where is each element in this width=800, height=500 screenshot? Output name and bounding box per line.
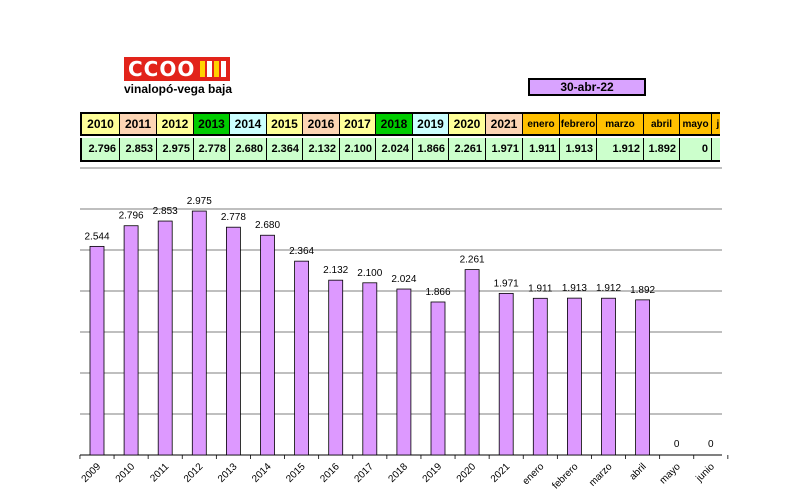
bar-2016 (328, 279, 344, 456)
x-tick-label: 2016 (318, 461, 342, 485)
x-tick-label: 2017 (352, 461, 376, 485)
table-header-cell: febrero (560, 114, 597, 134)
data-label: 1.911 (528, 283, 553, 294)
bar-2011 (157, 220, 173, 456)
table-value-cell: 2.778 (194, 138, 230, 160)
bar-2017 (362, 282, 378, 456)
table-header-cell: 2011 (120, 114, 157, 134)
table-value-cell: 1.911 (523, 138, 560, 160)
data-label: 2.132 (323, 265, 348, 276)
bar-2019 (430, 301, 446, 456)
summary-table: 2010 2011 2012 2013 2014 2015 2016 2017 2018 2019… (80, 110, 720, 164)
data-label: 2.778 (221, 212, 246, 223)
table-header-cell: 2017 (340, 114, 376, 134)
data-label: 2.975 (187, 196, 212, 207)
x-tick-label: 2015 (284, 461, 308, 485)
table-value-cell: 1.913 (560, 138, 597, 160)
table-header-cell: 2010 (80, 114, 120, 134)
bar-2012 (191, 210, 207, 456)
x-tick-label: junio (693, 461, 717, 485)
table-header-cell: enero (523, 114, 560, 134)
table-value-cell: 2.796 (80, 138, 120, 160)
data-label: 1.971 (494, 278, 519, 289)
table-value-cell: 2.364 (267, 138, 303, 160)
data-label: 2.853 (153, 206, 178, 217)
data-label: 2.261 (460, 255, 485, 266)
table-header-cell: 2015 (267, 114, 303, 134)
table-value-cell: 2.853 (120, 138, 157, 160)
ccoo-logo: CCOO (124, 57, 230, 81)
x-tick-label: febrero (550, 461, 580, 491)
x-tick-label: 2013 (216, 461, 240, 485)
data-label: 2.796 (119, 211, 144, 222)
data-label: 2.364 (289, 246, 314, 257)
table-value-row: 2.796 2.853 2.975 2.778 2.680 2.364 2.132 2.100… (80, 138, 720, 162)
x-tick-label: 2021 (489, 461, 513, 485)
table-header-cell: 2014 (230, 114, 267, 134)
data-label: 2.024 (391, 274, 416, 285)
table-value-cell: 1.866 (413, 138, 449, 160)
table-value-cell: 2.132 (303, 138, 340, 160)
table-header-cell: 2013 (194, 114, 230, 134)
bar-2018 (396, 288, 412, 456)
table-header-cell: mayo (680, 114, 712, 134)
bar-2020 (464, 269, 480, 456)
data-label: 2.680 (255, 220, 280, 231)
table-header-cell: 2012 (157, 114, 194, 134)
x-tick-label: abril (628, 461, 649, 482)
data-label: 0 (708, 439, 714, 450)
x-tick-label: 2018 (387, 461, 411, 485)
bar-2010 (123, 225, 139, 456)
table-value-cell: 0 (680, 138, 712, 160)
table-value-cell: 2.024 (376, 138, 413, 160)
table-header-cell: marzo (597, 114, 644, 134)
x-tick-label: 2020 (455, 461, 479, 485)
x-tick-label: 2009 (80, 461, 104, 485)
data-label: 1.892 (630, 285, 655, 296)
x-tick-label: 2019 (421, 461, 445, 485)
table-value-cell: 2.975 (157, 138, 194, 160)
table-header-row: 2010 2011 2012 2013 2014 2015 2016 2017 2018 2019… (80, 112, 720, 136)
x-tick-label: mayo (658, 461, 683, 486)
data-label: 2.544 (84, 231, 109, 242)
bar-enero (532, 297, 548, 456)
table-value-cell: 1.912 (597, 138, 644, 160)
table-value-cell: 2.261 (449, 138, 486, 160)
table-value-cell: 1.892 (644, 138, 680, 160)
logo-text: CCOO (128, 57, 196, 81)
table-header-cell: 2019 (413, 114, 449, 134)
data-label: 1.913 (562, 283, 587, 294)
x-tick-label: 2012 (182, 461, 206, 485)
bar-2009 (89, 245, 105, 456)
data-label: 1.912 (596, 283, 621, 294)
bar-marzo (601, 297, 616, 456)
table-header-cell: 2020 (449, 114, 486, 134)
data-label: 1.866 (425, 287, 450, 298)
table-value-cell: 2.680 (230, 138, 267, 160)
table-header-cell: 2021 (486, 114, 523, 134)
organization-name: vinalopó-vega baja (124, 82, 233, 96)
table-header-cell: 2018 (376, 114, 413, 134)
bar-2021 (498, 292, 514, 456)
data-label: 2.100 (357, 268, 382, 279)
logo-flag-icon (200, 61, 226, 77)
bar-2015 (294, 260, 310, 456)
table-header-cell: 2016 (303, 114, 340, 134)
table-value-cell: 1.971 (486, 138, 523, 160)
bar-2013 (225, 226, 241, 456)
bar-abril (635, 299, 650, 456)
data-label: 0 (674, 439, 680, 450)
table-header-cell: abril (644, 114, 680, 134)
bar-2014 (260, 234, 275, 456)
report-date: 30-abr-22 (528, 78, 646, 96)
x-tick-label: 2010 (114, 461, 138, 485)
table-header-cell: junio (712, 114, 720, 134)
x-tick-label: 2014 (250, 461, 274, 485)
table-value-cell: 2.100 (340, 138, 376, 160)
bar-febrero (567, 297, 582, 456)
x-tick-label: enero (521, 461, 547, 487)
x-tick-label: 2011 (148, 461, 171, 484)
x-tick-label: marzo (587, 461, 615, 489)
